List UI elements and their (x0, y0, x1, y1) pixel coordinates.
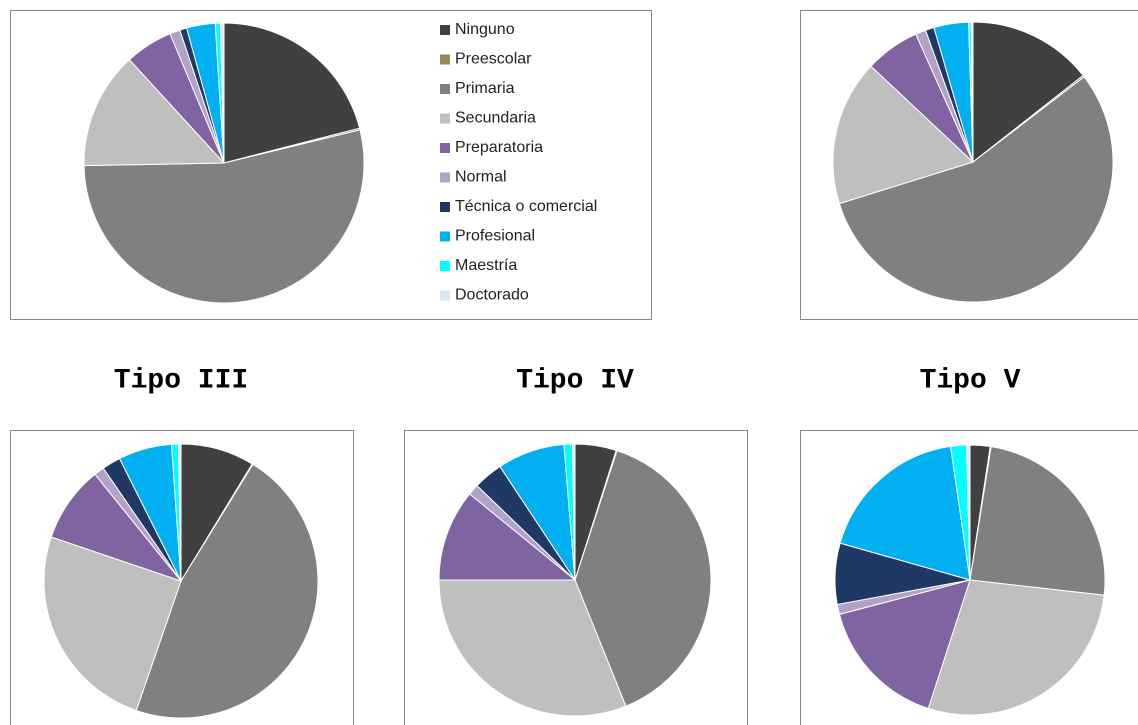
pie-slice (177, 443, 182, 582)
pie-slice (838, 579, 971, 710)
pie-slice (83, 59, 226, 167)
legend-label: Maestría (455, 257, 517, 274)
chart-title: Tipo V (920, 365, 1021, 396)
pie-slice (223, 22, 361, 164)
chart-title: Tipo III (114, 365, 248, 396)
legend-swatch (440, 172, 450, 183)
legend-label: Técnica o comercial (455, 198, 597, 215)
legend-label: Profesional (455, 228, 535, 245)
chart-frame (800, 10, 1138, 320)
legend-swatch (440, 25, 450, 35)
pie-slice (83, 129, 365, 304)
legend-swatch (440, 143, 450, 153)
pie-slice (832, 65, 974, 205)
legend-label: Preparatoria (455, 139, 543, 156)
pie-slice (135, 463, 319, 719)
legend-label: Preescolar (455, 51, 532, 68)
chart-frame (404, 430, 748, 725)
legend-label: Primaria (455, 80, 515, 97)
chart-frame (800, 430, 1138, 725)
legend-swatch (440, 113, 450, 124)
legend-label: Ninguno (455, 21, 515, 38)
chart-frame (10, 430, 354, 725)
pie-slice (966, 444, 971, 581)
pie-slice (571, 443, 576, 581)
pie-slice (438, 493, 577, 581)
legend-swatch (440, 84, 450, 94)
legend-swatch (440, 231, 450, 242)
pie-slice (969, 446, 1106, 596)
pie-slice (838, 76, 1114, 303)
pie-slice (574, 450, 712, 707)
legend-label: Normal (455, 169, 507, 186)
legend-swatch (440, 54, 450, 65)
pie-slice (970, 21, 974, 163)
pie-slice (438, 579, 627, 717)
legend-swatch (440, 290, 450, 301)
pie-slice (219, 22, 225, 164)
legend-swatch (440, 202, 450, 212)
legend-swatch (440, 261, 450, 271)
pie-slice (972, 21, 1084, 164)
pie-slice (839, 445, 971, 581)
chart-frame (10, 10, 652, 320)
legend-label: Secundaria (455, 110, 536, 127)
pie-slice (43, 536, 182, 712)
pie-slice (927, 579, 1105, 716)
legend-label: Doctorado (455, 287, 529, 304)
chart-title: Tipo IV (516, 365, 634, 396)
